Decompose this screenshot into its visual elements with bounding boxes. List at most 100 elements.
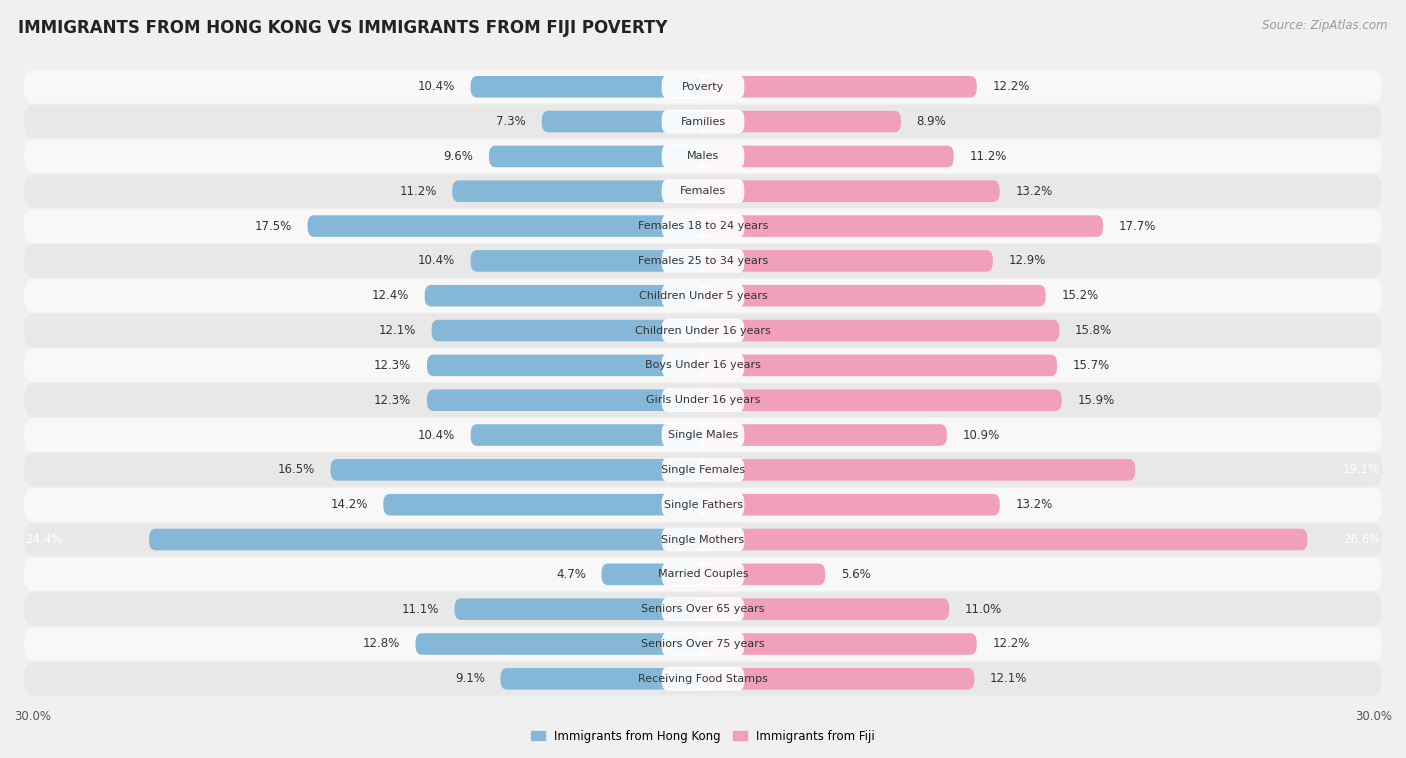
FancyBboxPatch shape — [662, 423, 744, 447]
FancyBboxPatch shape — [24, 488, 1382, 522]
Text: 30.0%: 30.0% — [1355, 710, 1392, 723]
Text: 15.9%: 15.9% — [1077, 393, 1115, 407]
FancyBboxPatch shape — [24, 558, 1382, 591]
Text: Females: Females — [681, 186, 725, 196]
FancyBboxPatch shape — [24, 593, 1382, 626]
FancyBboxPatch shape — [541, 111, 703, 133]
FancyBboxPatch shape — [662, 75, 744, 99]
Text: Females 18 to 24 years: Females 18 to 24 years — [638, 221, 768, 231]
Text: 11.2%: 11.2% — [399, 185, 437, 198]
FancyBboxPatch shape — [662, 597, 744, 621]
Text: 13.2%: 13.2% — [1015, 498, 1053, 511]
Text: 15.7%: 15.7% — [1073, 359, 1109, 372]
Text: 17.7%: 17.7% — [1119, 220, 1156, 233]
FancyBboxPatch shape — [703, 633, 977, 655]
Text: 19.1%: 19.1% — [1343, 463, 1381, 476]
Text: Children Under 5 years: Children Under 5 years — [638, 291, 768, 301]
FancyBboxPatch shape — [703, 215, 1104, 236]
Text: Males: Males — [688, 152, 718, 161]
Text: 7.3%: 7.3% — [496, 115, 526, 128]
FancyBboxPatch shape — [662, 493, 744, 516]
FancyBboxPatch shape — [427, 390, 703, 411]
FancyBboxPatch shape — [24, 384, 1382, 417]
FancyBboxPatch shape — [24, 139, 1382, 173]
Text: Single Mothers: Single Mothers — [661, 534, 745, 544]
Text: 9.1%: 9.1% — [456, 672, 485, 685]
FancyBboxPatch shape — [384, 494, 703, 515]
FancyBboxPatch shape — [149, 529, 703, 550]
FancyBboxPatch shape — [703, 459, 1135, 481]
Text: 10.4%: 10.4% — [418, 80, 456, 93]
FancyBboxPatch shape — [24, 279, 1382, 312]
FancyBboxPatch shape — [662, 388, 744, 412]
FancyBboxPatch shape — [662, 249, 744, 273]
Text: 5.6%: 5.6% — [841, 568, 870, 581]
Text: Families: Families — [681, 117, 725, 127]
FancyBboxPatch shape — [703, 494, 1000, 515]
FancyBboxPatch shape — [308, 215, 703, 236]
Text: Children Under 16 years: Children Under 16 years — [636, 325, 770, 336]
FancyBboxPatch shape — [24, 174, 1382, 208]
FancyBboxPatch shape — [662, 318, 744, 343]
FancyBboxPatch shape — [703, 111, 901, 133]
Text: Married Couples: Married Couples — [658, 569, 748, 579]
FancyBboxPatch shape — [501, 668, 703, 690]
FancyBboxPatch shape — [662, 458, 744, 482]
Text: Seniors Over 75 years: Seniors Over 75 years — [641, 639, 765, 649]
FancyBboxPatch shape — [24, 628, 1382, 661]
FancyBboxPatch shape — [24, 314, 1382, 347]
FancyBboxPatch shape — [432, 320, 703, 341]
FancyBboxPatch shape — [24, 244, 1382, 277]
Text: 12.9%: 12.9% — [1008, 255, 1046, 268]
Text: 9.6%: 9.6% — [443, 150, 474, 163]
Text: 13.2%: 13.2% — [1015, 185, 1053, 198]
Text: 12.3%: 12.3% — [374, 393, 412, 407]
Text: Poverty: Poverty — [682, 82, 724, 92]
Text: Seniors Over 65 years: Seniors Over 65 years — [641, 604, 765, 614]
Text: 10.9%: 10.9% — [963, 428, 1000, 441]
FancyBboxPatch shape — [703, 180, 1000, 202]
Text: Single Females: Single Females — [661, 465, 745, 475]
Text: Receiving Food Stamps: Receiving Food Stamps — [638, 674, 768, 684]
Text: 12.1%: 12.1% — [990, 672, 1028, 685]
Text: 12.2%: 12.2% — [993, 80, 1029, 93]
FancyBboxPatch shape — [703, 424, 946, 446]
FancyBboxPatch shape — [425, 285, 703, 306]
FancyBboxPatch shape — [703, 598, 949, 620]
FancyBboxPatch shape — [662, 110, 744, 133]
Text: Females 25 to 34 years: Females 25 to 34 years — [638, 256, 768, 266]
FancyBboxPatch shape — [703, 285, 1046, 306]
Text: 24.4%: 24.4% — [25, 533, 63, 546]
FancyBboxPatch shape — [662, 215, 744, 238]
Text: 15.2%: 15.2% — [1062, 290, 1098, 302]
Text: Source: ZipAtlas.com: Source: ZipAtlas.com — [1263, 19, 1388, 32]
FancyBboxPatch shape — [415, 633, 703, 655]
Text: 12.8%: 12.8% — [363, 637, 399, 650]
FancyBboxPatch shape — [471, 250, 703, 271]
FancyBboxPatch shape — [24, 209, 1382, 243]
Text: 11.0%: 11.0% — [965, 603, 1002, 615]
FancyBboxPatch shape — [24, 105, 1382, 138]
Text: Girls Under 16 years: Girls Under 16 years — [645, 395, 761, 406]
Text: Single Fathers: Single Fathers — [664, 500, 742, 509]
FancyBboxPatch shape — [24, 418, 1382, 452]
Text: 11.2%: 11.2% — [969, 150, 1007, 163]
Text: 15.8%: 15.8% — [1076, 324, 1112, 337]
FancyBboxPatch shape — [662, 528, 744, 551]
FancyBboxPatch shape — [662, 562, 744, 586]
FancyBboxPatch shape — [427, 355, 703, 376]
FancyBboxPatch shape — [330, 459, 703, 481]
Text: 12.3%: 12.3% — [374, 359, 412, 372]
FancyBboxPatch shape — [703, 668, 974, 690]
Text: 12.2%: 12.2% — [993, 637, 1029, 650]
Text: 17.5%: 17.5% — [254, 220, 292, 233]
FancyBboxPatch shape — [703, 355, 1057, 376]
FancyBboxPatch shape — [454, 598, 703, 620]
FancyBboxPatch shape — [703, 390, 1062, 411]
FancyBboxPatch shape — [602, 563, 703, 585]
Text: 11.1%: 11.1% — [402, 603, 439, 615]
FancyBboxPatch shape — [24, 662, 1382, 696]
FancyBboxPatch shape — [24, 349, 1382, 382]
FancyBboxPatch shape — [662, 632, 744, 656]
Text: 14.2%: 14.2% — [330, 498, 368, 511]
